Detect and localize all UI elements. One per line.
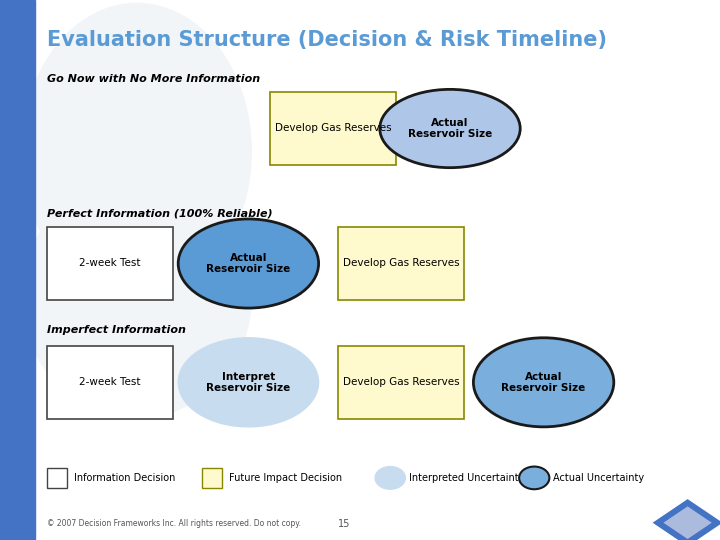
Text: Interpret
Reservoir Size: Interpret Reservoir Size — [206, 372, 291, 393]
Text: Actual Uncertainty: Actual Uncertainty — [553, 473, 644, 483]
Text: Perfect Information (100% Reliable): Perfect Information (100% Reliable) — [47, 208, 272, 219]
Ellipse shape — [375, 467, 405, 489]
Text: Imperfect Information: Imperfect Information — [47, 325, 186, 335]
Text: Develop Gas Reserves: Develop Gas Reserves — [343, 377, 459, 387]
Ellipse shape — [179, 219, 318, 308]
Text: Actual
Reservoir Size: Actual Reservoir Size — [206, 253, 291, 274]
Bar — [270, 92, 396, 165]
Bar — [47, 346, 173, 418]
Ellipse shape — [22, 176, 252, 418]
Text: Develop Gas Reserves: Develop Gas Reserves — [275, 123, 391, 133]
Bar — [47, 468, 67, 488]
Text: © 2007 Decision Frameworks Inc. All rights reserved. Do not copy.: © 2007 Decision Frameworks Inc. All righ… — [47, 519, 301, 528]
Bar — [338, 227, 464, 300]
Ellipse shape — [22, 3, 252, 300]
Polygon shape — [662, 505, 713, 540]
Text: Future Impact Decision: Future Impact Decision — [229, 473, 342, 483]
Polygon shape — [652, 498, 720, 540]
Text: Interpreted Uncertainty: Interpreted Uncertainty — [409, 473, 524, 483]
Ellipse shape — [380, 89, 521, 167]
Bar — [36, 0, 432, 540]
Text: 2-week Test: 2-week Test — [79, 377, 140, 387]
Bar — [202, 468, 222, 488]
Ellipse shape — [474, 338, 614, 427]
Bar — [47, 227, 173, 300]
Text: 2-week Test: 2-week Test — [79, 258, 140, 268]
Text: 15: 15 — [338, 519, 351, 529]
Bar — [0, 0, 35, 540]
Bar — [338, 346, 464, 418]
Ellipse shape — [179, 338, 318, 427]
Text: Go Now with No More Information: Go Now with No More Information — [47, 73, 260, 84]
Text: Actual
Reservoir Size: Actual Reservoir Size — [408, 118, 492, 139]
Ellipse shape — [519, 467, 549, 489]
Text: Information Decision: Information Decision — [74, 473, 176, 483]
Text: Evaluation Structure (Decision & Risk Timeline): Evaluation Structure (Decision & Risk Ti… — [47, 30, 607, 50]
Text: Actual
Reservoir Size: Actual Reservoir Size — [501, 372, 586, 393]
Text: Develop Gas Reserves: Develop Gas Reserves — [343, 258, 459, 268]
